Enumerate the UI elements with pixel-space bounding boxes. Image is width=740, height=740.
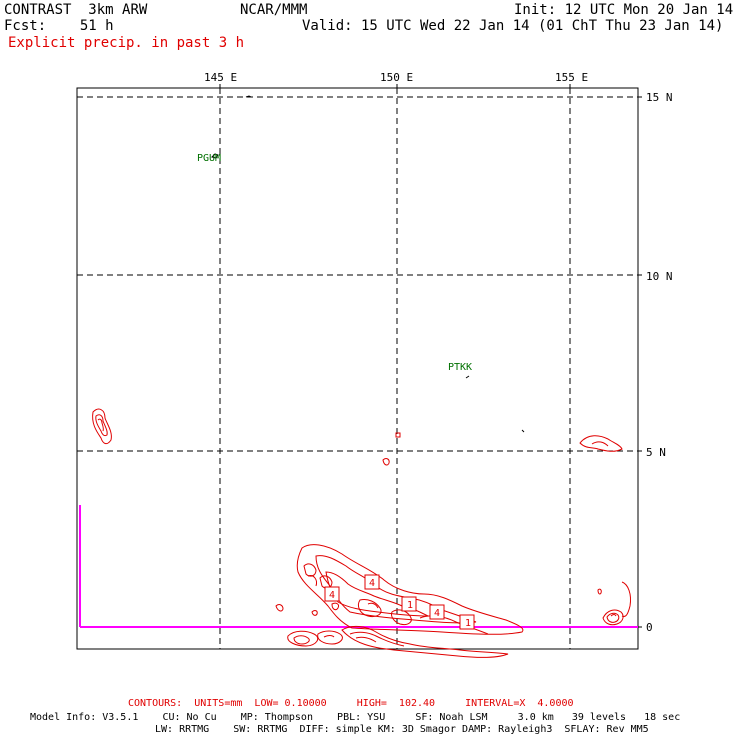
- station-pgum: PGUM: [197, 153, 221, 164]
- field-title: Explicit precip. in past 3 h: [8, 35, 245, 51]
- forecast-hour: Fcst: 51 h: [4, 18, 114, 34]
- lon-label-155e: 155 E: [555, 71, 588, 84]
- lon-label-150e: 150 E: [380, 71, 413, 84]
- lon-label-145e: 145 E: [204, 71, 237, 84]
- valid-time: Valid: 15 UTC Wed 22 Jan 14 (01 ChT Thu …: [302, 18, 724, 34]
- lat-label-5n: 5 N: [646, 446, 666, 459]
- model-info-line1: Model Info: V3.5.1 CU: No Cu MP: Thompso…: [30, 712, 681, 723]
- org-name: NCAR/MMM: [240, 2, 308, 18]
- contour-label: 1: [407, 600, 413, 611]
- contour-label: 1: [465, 618, 471, 629]
- contour-label: 4: [434, 608, 440, 619]
- contour-label-boxes: [324, 574, 475, 630]
- lat-label-10n: 10 N: [646, 270, 673, 283]
- contour-label: 4: [369, 578, 375, 589]
- init-time: Init: 12 UTC Mon 20 Jan 14: [514, 2, 734, 18]
- island-outlines: [211, 95, 525, 433]
- lat-label-15n: 15 N: [646, 91, 673, 104]
- tick-marks: [219, 84, 642, 628]
- graticule: [77, 88, 638, 649]
- model-info-line2: LW: RRTMG SW: RRTMG DIFF: simple KM: 3D …: [155, 724, 649, 735]
- precip-contours: [92, 408, 631, 658]
- lat-label-0: 0: [646, 621, 653, 634]
- map-frame: [76, 87, 639, 650]
- model-name: CONTRAST 3km ARW: [4, 2, 148, 18]
- contour-label: 4: [329, 590, 335, 601]
- contours-info: CONTOURS: UNITS=mm LOW= 0.10000 HIGH= 10…: [128, 698, 574, 709]
- station-ptkk: PTKK: [448, 362, 472, 373]
